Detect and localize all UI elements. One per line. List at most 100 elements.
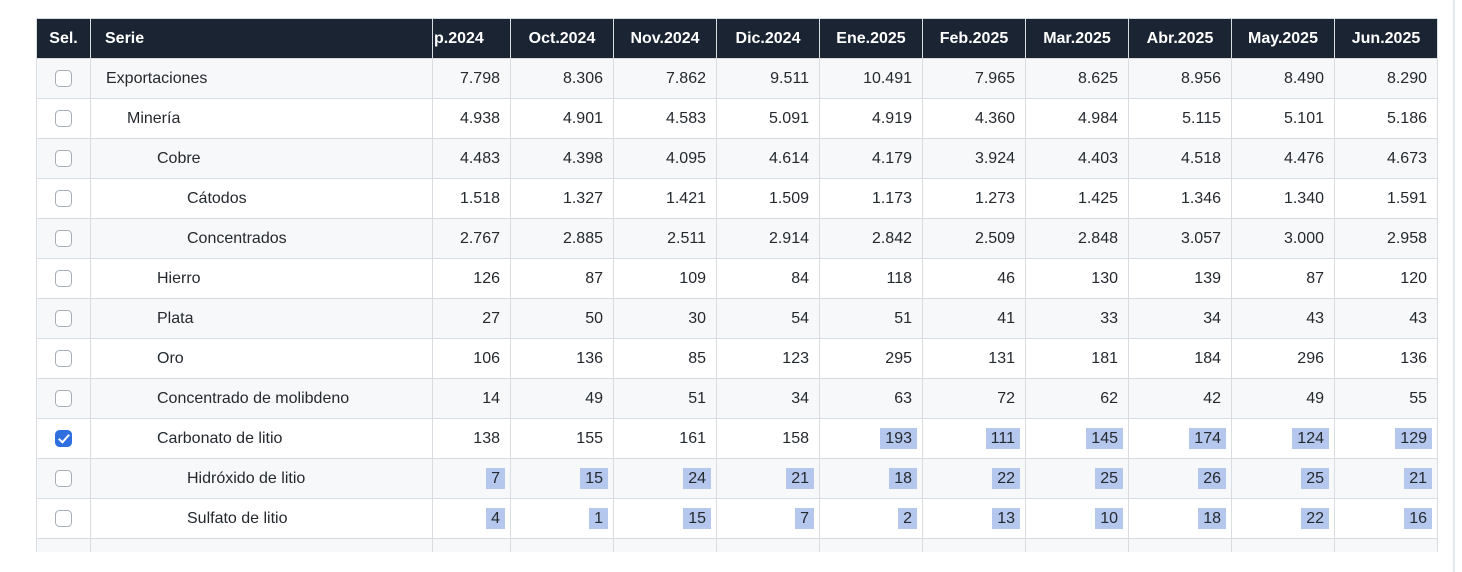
- value-cell[interactable]: 2.767: [432, 218, 511, 259]
- value-cell[interactable]: 22: [922, 458, 1026, 499]
- value-cell[interactable]: 13: [922, 498, 1026, 539]
- value-cell[interactable]: 10: [1025, 498, 1129, 539]
- value-cell[interactable]: 4.984: [1025, 98, 1129, 139]
- value-cell[interactable]: 1.509: [716, 178, 820, 219]
- value-cell[interactable]: 41: [922, 298, 1026, 339]
- value-cell[interactable]: 63: [819, 378, 923, 419]
- value-cell[interactable]: 4.614: [716, 138, 820, 179]
- value-cell[interactable]: 193: [819, 418, 923, 459]
- value-cell[interactable]: 2.842: [819, 218, 923, 259]
- value-cell[interactable]: 4.919: [819, 98, 923, 139]
- value-cell[interactable]: 136: [1334, 338, 1438, 379]
- value-cell[interactable]: 9.511: [716, 58, 820, 99]
- value-cell[interactable]: 4.901: [510, 98, 614, 139]
- value-cell[interactable]: 54: [716, 298, 820, 339]
- value-cell[interactable]: 296: [1231, 338, 1335, 379]
- value-cell[interactable]: 124: [1231, 418, 1335, 459]
- value-cell[interactable]: 49: [510, 378, 614, 419]
- value-cell[interactable]: 7: [432, 458, 511, 499]
- value-cell[interactable]: 22: [1231, 498, 1335, 539]
- row-checkbox[interactable]: [55, 109, 72, 127]
- value-cell[interactable]: 139: [1128, 258, 1232, 299]
- value-cell[interactable]: 46: [922, 258, 1026, 299]
- value-cell[interactable]: 8.306: [510, 58, 614, 99]
- value-cell[interactable]: 43: [1231, 298, 1335, 339]
- value-cell[interactable]: 21: [1334, 458, 1438, 499]
- value-cell[interactable]: 8.490: [1231, 58, 1335, 99]
- value-cell[interactable]: 26: [1128, 458, 1232, 499]
- value-cell[interactable]: 85: [613, 338, 717, 379]
- value-cell[interactable]: 10.491: [819, 58, 923, 99]
- value-cell[interactable]: 34: [1128, 298, 1232, 339]
- value-cell[interactable]: 87: [1231, 258, 1335, 299]
- value-cell[interactable]: 138: [432, 418, 511, 459]
- row-checkbox[interactable]: [55, 189, 72, 207]
- value-cell[interactable]: 4.673: [1334, 138, 1438, 179]
- value-cell[interactable]: 15: [613, 498, 717, 539]
- value-cell[interactable]: 25: [1231, 458, 1335, 499]
- value-cell[interactable]: 7.798: [432, 58, 511, 99]
- value-cell[interactable]: 4.476: [1231, 138, 1335, 179]
- value-cell[interactable]: 155: [510, 418, 614, 459]
- value-cell[interactable]: 4.938: [432, 98, 511, 139]
- value-cell[interactable]: 3.000: [1231, 218, 1335, 259]
- row-checkbox[interactable]: [55, 269, 72, 287]
- value-cell[interactable]: 42: [1128, 378, 1232, 419]
- value-cell[interactable]: 158: [716, 418, 820, 459]
- value-cell[interactable]: 30: [613, 298, 717, 339]
- value-cell[interactable]: 106: [432, 338, 511, 379]
- value-cell[interactable]: 126: [432, 258, 511, 299]
- value-cell[interactable]: 4.483: [432, 138, 511, 179]
- value-cell[interactable]: 2.958: [1334, 218, 1438, 259]
- value-cell[interactable]: 16: [1334, 498, 1438, 539]
- value-cell[interactable]: 15: [510, 458, 614, 499]
- value-cell[interactable]: 7: [716, 498, 820, 539]
- value-cell[interactable]: 24: [613, 458, 717, 499]
- value-cell[interactable]: 2.511: [613, 218, 717, 259]
- row-checkbox[interactable]: [55, 229, 72, 247]
- value-cell[interactable]: 34: [716, 378, 820, 419]
- value-cell[interactable]: 25: [1025, 458, 1129, 499]
- value-cell[interactable]: 1: [510, 498, 614, 539]
- value-cell[interactable]: 51: [819, 298, 923, 339]
- value-cell[interactable]: 3.057: [1128, 218, 1232, 259]
- value-cell[interactable]: 27: [432, 298, 511, 339]
- value-cell[interactable]: 109: [613, 258, 717, 299]
- value-cell[interactable]: 136: [510, 338, 614, 379]
- value-cell[interactable]: 33: [1025, 298, 1129, 339]
- value-cell[interactable]: 55: [1334, 378, 1438, 419]
- row-checkbox[interactable]: [55, 469, 72, 487]
- value-cell[interactable]: 129: [1334, 418, 1438, 459]
- value-cell[interactable]: 1.591: [1334, 178, 1438, 219]
- value-cell[interactable]: 1.421: [613, 178, 717, 219]
- value-cell[interactable]: 2.509: [922, 218, 1026, 259]
- value-cell[interactable]: 4.583: [613, 98, 717, 139]
- row-checkbox[interactable]: [55, 349, 72, 367]
- row-checkbox[interactable]: [55, 69, 72, 87]
- value-cell[interactable]: 4.360: [922, 98, 1026, 139]
- value-cell[interactable]: 5.101: [1231, 98, 1335, 139]
- value-cell[interactable]: 3.924: [922, 138, 1026, 179]
- value-cell[interactable]: 18: [1128, 498, 1232, 539]
- value-cell[interactable]: 51: [613, 378, 717, 419]
- value-cell[interactable]: 43: [1334, 298, 1438, 339]
- value-cell[interactable]: 2.885: [510, 218, 614, 259]
- value-cell[interactable]: 62: [1025, 378, 1129, 419]
- value-cell[interactable]: 111: [922, 418, 1026, 459]
- value-cell[interactable]: 2.914: [716, 218, 820, 259]
- value-cell[interactable]: 87: [510, 258, 614, 299]
- value-cell[interactable]: 4.518: [1128, 138, 1232, 179]
- value-cell[interactable]: 50: [510, 298, 614, 339]
- value-cell[interactable]: 4: [432, 498, 511, 539]
- value-cell[interactable]: 118: [819, 258, 923, 299]
- value-cell[interactable]: 8.290: [1334, 58, 1438, 99]
- value-cell[interactable]: 8.625: [1025, 58, 1129, 99]
- value-cell[interactable]: 1.518: [432, 178, 511, 219]
- value-cell[interactable]: 1.273: [922, 178, 1026, 219]
- value-cell[interactable]: 131: [922, 338, 1026, 379]
- value-cell[interactable]: 1.340: [1231, 178, 1335, 219]
- value-cell[interactable]: 4.179: [819, 138, 923, 179]
- value-cell[interactable]: 123: [716, 338, 820, 379]
- value-cell[interactable]: 14: [432, 378, 511, 419]
- value-cell[interactable]: 1.173: [819, 178, 923, 219]
